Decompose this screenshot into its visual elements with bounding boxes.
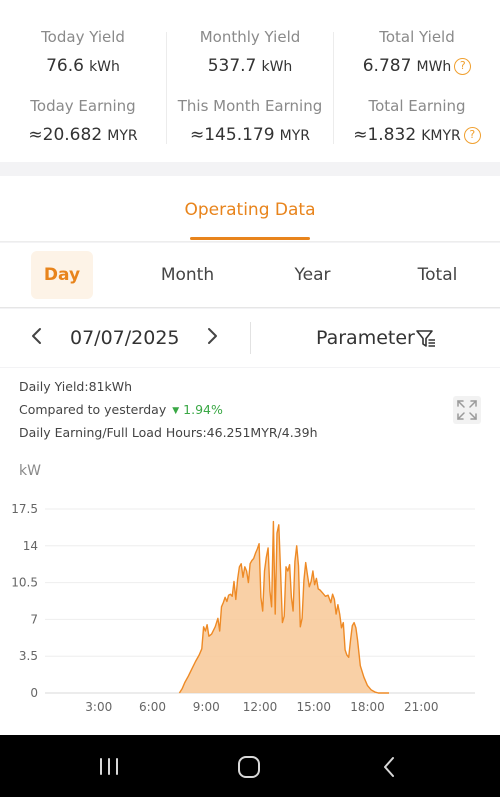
y-tick-label: 3.5 [19, 649, 38, 663]
power-line [178, 520, 389, 694]
compared-change-value: 1.94% [183, 402, 223, 417]
system-nav-bar [0, 735, 500, 797]
x-tick-label: 18:00 [350, 700, 385, 714]
x-tick-label: 12:00 [243, 700, 278, 714]
x-tick-label: 21:00 [404, 700, 439, 714]
home-icon[interactable] [235, 753, 263, 781]
triangle-down-icon: ▼ [172, 406, 180, 416]
active-tab-underline [190, 237, 310, 240]
monthly-yield-unit: kWh [261, 59, 293, 75]
date-display[interactable]: 07/07/2025 [70, 327, 180, 349]
today-yield-unit: kWh [89, 59, 120, 75]
month-earning-value: ≈145.179 [190, 125, 275, 145]
y-tick-label: 14 [23, 539, 38, 553]
tab-operating-data[interactable]: Operating Data [184, 200, 316, 220]
section-tab-bar: Operating Data [0, 176, 500, 242]
monthly-yield-value: 537.7 [207, 56, 257, 76]
today-yield-label: Today Yield [41, 28, 125, 46]
compared-label: Compared to yesterday [19, 402, 167, 417]
power-area [179, 521, 389, 693]
total-earning-help-icon[interactable]: ? [463, 127, 481, 144]
today-earning-unit: MYR [107, 128, 138, 144]
chevron-right-icon[interactable] [202, 326, 222, 346]
column-divider [166, 32, 167, 144]
total-earning-value: ≈1.832 [353, 125, 417, 145]
total-yield-stat: Total Yield 6.787 MWh? [334, 28, 500, 76]
x-tick-label: 3:00 [85, 700, 112, 714]
tab-year[interactable]: Year [294, 265, 331, 285]
today-earning-value: ≈20.682 [28, 125, 103, 145]
total-yield-help-icon[interactable]: ? [454, 58, 472, 75]
total-earning-unit: KMYR [421, 128, 461, 144]
y-axis-unit-label: kW [19, 463, 41, 479]
earning-hours-text: Daily Earning/Full Load Hours:46.251MYR/… [19, 425, 318, 440]
recent-apps-icon[interactable] [95, 753, 123, 781]
x-tick-label: 6:00 [139, 700, 166, 714]
tab-total[interactable]: Total [417, 265, 458, 285]
total-earning-stat: Total Earning ≈1.832 KMYR? [334, 97, 500, 145]
daily-yield-text: Daily Yield:81kWh [19, 379, 133, 394]
monthly-yield-stat: Monthly Yield 537.7 kWh [167, 28, 333, 76]
filter-icon[interactable] [415, 328, 437, 350]
today-earning-stat: Today Earning ≈20.682 MYR [0, 97, 166, 145]
tab-month[interactable]: Month [160, 265, 215, 285]
y-tick-label: 17.5 [11, 502, 38, 516]
chevron-left-icon[interactable] [27, 326, 47, 346]
monthly-yield-label: Monthly Yield [199, 28, 301, 46]
period-tab-bar: Day Month Year Total [0, 243, 500, 308]
total-yield-unit: MWh [416, 59, 452, 75]
chart-card: Daily Yield:81kWh Compared to yesterday ▼… [0, 368, 500, 735]
y-tick-label: 0 [30, 686, 38, 700]
month-earning-stat: This Month Earning ≈145.179 MYR [167, 97, 333, 145]
yield-summary-card: Today Yield 76.6 kWh Monthly Yield 537.7… [0, 0, 500, 162]
total-earning-label: Total Earning [368, 97, 466, 115]
today-yield-stat: Today Yield 76.6 kWh [0, 28, 166, 76]
parameter-button[interactable]: Parameter [316, 327, 415, 349]
x-tick-label: 15:00 [296, 700, 331, 714]
comparison-row: Compared to yesterday ▼ 1.94% [19, 402, 223, 417]
x-tick-label: 9:00 [193, 700, 220, 714]
expand-icon[interactable] [453, 396, 481, 424]
row-divider [250, 322, 251, 354]
y-tick-label: 10.5 [11, 576, 38, 590]
date-selector-row: 07/07/2025 Parameter [0, 309, 500, 367]
back-icon[interactable] [376, 753, 404, 781]
y-tick-label: 7 [30, 612, 38, 626]
today-earning-label: Today Earning [30, 97, 136, 115]
month-earning-label: This Month Earning [177, 97, 323, 115]
power-chart[interactable]: 0 3.5 7 10.5 14 17.5 3:00 6:00 9:00 12:00 15:00 18:… [0, 498, 500, 728]
month-earning-unit: MYR [279, 128, 310, 144]
column-divider [333, 32, 334, 144]
total-yield-value: 6.787 [362, 56, 412, 76]
tab-day[interactable]: Day [31, 251, 93, 299]
total-yield-label: Total Yield [379, 28, 455, 46]
today-yield-value: 76.6 [46, 56, 84, 76]
